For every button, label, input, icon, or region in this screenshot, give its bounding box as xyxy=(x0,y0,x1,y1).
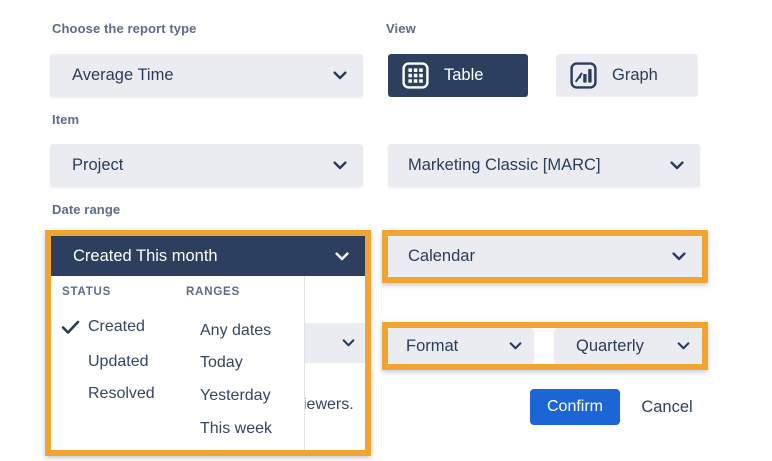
menu-item-any-dates[interactable]: Any dates xyxy=(200,322,272,339)
checkmark-icon xyxy=(61,320,80,340)
ranges-column-header: RANGES xyxy=(186,286,241,298)
date-range-value: Created This month xyxy=(73,246,218,265)
view-label: View xyxy=(386,21,416,36)
format-value: Format xyxy=(406,336,459,355)
project-value: Marketing Classic [MARC] xyxy=(408,156,601,174)
item-value: Project xyxy=(72,156,124,174)
menu-item-resolved[interactable]: Resolved xyxy=(88,385,155,402)
chevron-down-icon xyxy=(509,342,522,350)
menu-item-today[interactable]: Today xyxy=(200,354,243,371)
period-select[interactable]: Quarterly xyxy=(554,328,702,364)
cancel-button[interactable]: Cancel xyxy=(630,389,704,425)
confirm-button[interactable]: Confirm xyxy=(530,389,620,425)
view-table-button[interactable]: Table xyxy=(388,54,528,97)
chevron-down-icon xyxy=(677,342,690,350)
report-type-label: Choose the report type xyxy=(52,21,197,36)
calendar-highlight-box: Calendar xyxy=(382,230,708,283)
view-graph-label: Graph xyxy=(612,66,658,84)
report-type-value: Average Time xyxy=(72,66,174,84)
date-range-label: Date range xyxy=(52,202,121,217)
chevron-down-icon xyxy=(670,161,684,170)
item-select[interactable]: Project xyxy=(50,144,363,187)
table-grid-icon xyxy=(402,62,429,89)
clipped-text: iewers. xyxy=(303,396,354,413)
calendar-value: Calendar xyxy=(408,247,475,265)
date-range-menu: STATUS RANGES Created Updated Resolved A… xyxy=(51,276,305,450)
chevron-down-icon xyxy=(335,251,349,261)
item-label: Item xyxy=(52,112,80,127)
menu-item-this-week[interactable]: This week xyxy=(200,420,273,437)
menu-item-yesterday[interactable]: Yesterday xyxy=(200,387,271,404)
chevron-down-icon xyxy=(672,252,686,261)
project-select[interactable]: Marketing Classic [MARC] xyxy=(388,144,700,187)
hidden-select-fragment[interactable] xyxy=(305,323,365,363)
menu-item-updated[interactable]: Updated xyxy=(88,353,149,370)
view-graph-button[interactable]: Graph xyxy=(556,54,698,97)
chevron-down-icon xyxy=(333,161,347,170)
format-select[interactable]: Format xyxy=(388,328,534,364)
period-value: Quarterly xyxy=(576,336,644,355)
menu-item-created[interactable]: Created xyxy=(88,318,145,335)
graph-chart-icon xyxy=(570,62,597,89)
chevron-down-icon xyxy=(333,71,347,80)
date-range-highlight-box: Created This month iewers. STATUS RANGES… xyxy=(45,230,371,456)
date-range-select[interactable]: Created This month xyxy=(51,236,365,276)
format-highlight-box: Format Quarterly xyxy=(382,322,708,370)
chevron-down-icon xyxy=(342,339,355,347)
calendar-select[interactable]: Calendar xyxy=(388,236,702,277)
status-column-header: STATUS xyxy=(62,286,112,298)
report-type-select[interactable]: Average Time xyxy=(50,54,363,97)
view-table-label: Table xyxy=(444,66,484,84)
